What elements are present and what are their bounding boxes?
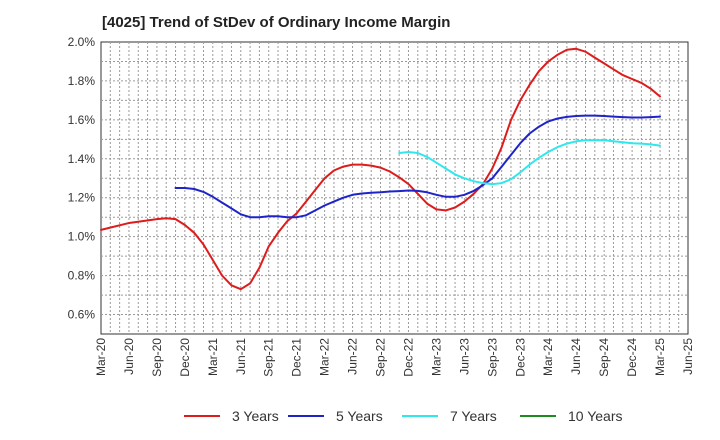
x-tick-label: Mar-21 <box>206 338 220 376</box>
x-tick-label: Jun-24 <box>569 338 583 375</box>
x-tick-label: Jun-20 <box>122 338 136 375</box>
legend-item-3-years: 3 Years <box>184 406 279 426</box>
x-tick-label: Dec-24 <box>625 338 639 377</box>
x-tick-label: Mar-20 <box>94 338 108 376</box>
x-tick-label: Dec-21 <box>290 338 304 377</box>
x-tick-label: Sep-20 <box>150 338 164 377</box>
x-tick-label: Sep-23 <box>485 338 499 377</box>
x-tick-label: Mar-22 <box>318 338 332 376</box>
chart-title: [4025] Trend of StDev of Ordinary Income… <box>102 14 451 31</box>
legend-swatch-7-years <box>402 415 438 417</box>
x-tick-label: Mar-24 <box>541 338 555 376</box>
x-tick-label: Dec-22 <box>401 338 415 377</box>
series-lines <box>100 47 661 291</box>
x-tick-label: Mar-23 <box>429 338 443 376</box>
x-tick-label: Jun-22 <box>346 338 360 375</box>
x-tick-label: Mar-25 <box>653 338 667 376</box>
legend-label-10-years: 10 Years <box>568 408 623 424</box>
chart-legend: 3 Years 5 Years 7 Years 10 Years <box>0 406 720 426</box>
series-line-7-years <box>398 139 661 186</box>
series-line-3-years <box>100 47 661 291</box>
legend-item-5-years: 5 Years <box>288 406 383 426</box>
legend-item-7-years: 7 Years <box>402 406 497 426</box>
x-tick-label: Jun-21 <box>234 338 248 375</box>
x-tick-label: Sep-24 <box>597 338 611 377</box>
legend-swatch-3-years <box>184 415 220 417</box>
legend-swatch-10-years <box>520 415 556 417</box>
legend-swatch-5-years <box>288 415 324 417</box>
legend-label-7-years: 7 Years <box>450 408 497 424</box>
x-tick-label: Sep-22 <box>374 338 388 377</box>
y-tick-label: 1.2% <box>68 191 96 205</box>
x-tick-label: Jun-23 <box>457 338 471 375</box>
y-tick-label: 1.0% <box>68 230 96 244</box>
y-tick-label: 2.0% <box>68 35 96 49</box>
x-axis-tick-labels: Mar-20 Jun-20 Sep-20 Dec-20 Mar-21 Jun-21 Sep-… <box>94 338 695 377</box>
series-line-5-years <box>174 114 661 219</box>
plot-area <box>100 41 689 335</box>
y-tick-label: 1.8% <box>68 74 96 88</box>
y-tick-label: 1.4% <box>68 152 96 166</box>
legend-label-5-years: 5 Years <box>336 408 383 424</box>
x-tick-label: Jun-25 <box>681 338 695 375</box>
y-tick-label: 0.6% <box>68 308 96 322</box>
legend-label-3-years: 3 Years <box>232 408 279 424</box>
x-tick-label: Dec-20 <box>178 338 192 377</box>
x-tick-label: Sep-21 <box>262 338 276 377</box>
y-tick-label: 1.6% <box>68 113 96 127</box>
y-tick-label: 0.8% <box>68 269 96 283</box>
legend-item-10-years: 10 Years <box>520 406 623 426</box>
x-tick-label: Dec-23 <box>513 338 527 377</box>
y-axis-tick-labels: 0.6% 0.8% 1.0% 1.2% 1.4% 1.6% 1.8% 2.0% <box>68 35 96 322</box>
